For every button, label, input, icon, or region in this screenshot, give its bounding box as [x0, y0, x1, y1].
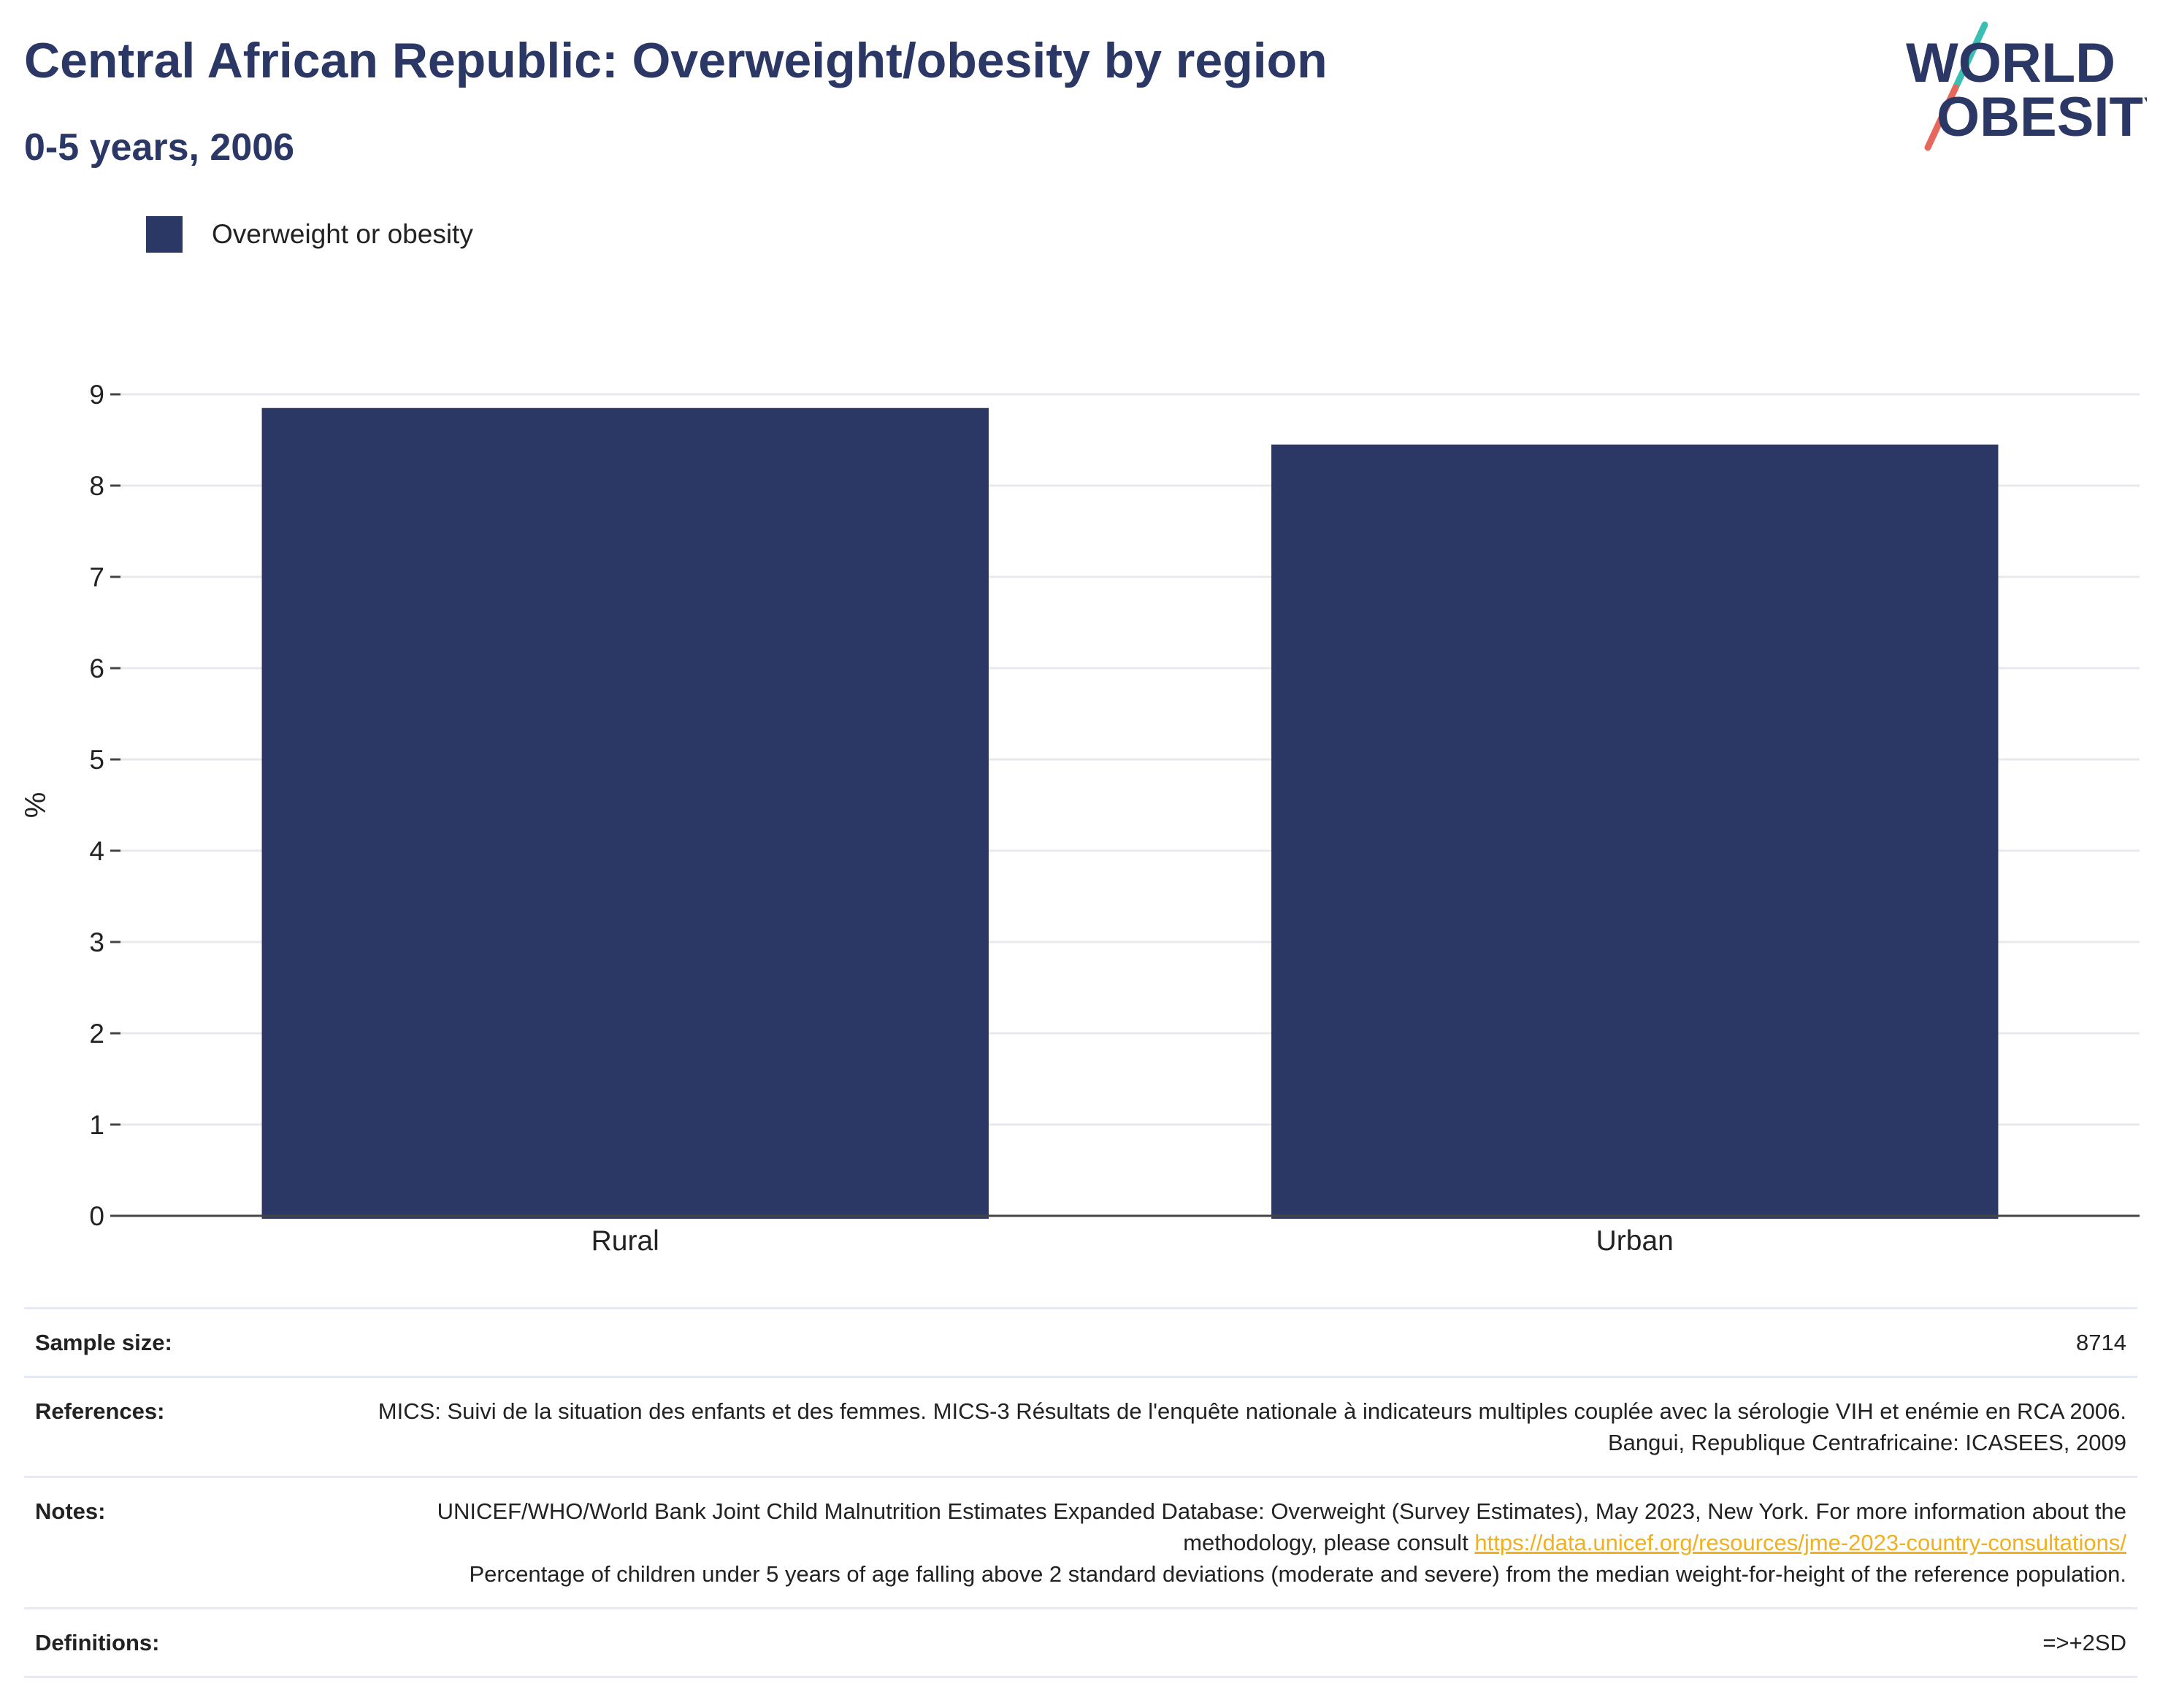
legend-label: Overweight or obesity: [212, 219, 473, 249]
sample-size-value: 8714: [2076, 1330, 2126, 1355]
notes-row: Notes: UNICEF/WHO/World Bank Joint Child…: [24, 1477, 2137, 1609]
references-value: MICS: Suivi de la situation des enfants …: [378, 1398, 2126, 1455]
notes-value: UNICEF/WHO/World Bank Joint Child Malnut…: [287, 1477, 2137, 1609]
x-tick-label: Urban: [1596, 1225, 1674, 1257]
references-label: References:: [35, 1398, 165, 1424]
y-tick-label: 4: [89, 836, 104, 866]
definitions-label: Definitions:: [35, 1630, 160, 1655]
legend-swatch: [146, 216, 183, 253]
y-tick-label: 8: [89, 471, 104, 501]
bar-chart: 0 1 2 3 4 5 6 7 8 9 Rural Urban%: [20, 380, 2140, 1257]
sample-size-label: Sample size:: [35, 1330, 172, 1355]
definitions-value: =>+2SD: [2042, 1630, 2126, 1655]
logo-word-2: OBESITY: [1937, 86, 2147, 148]
y-tick-label: 7: [89, 562, 104, 592]
y-tick-label: 6: [89, 654, 104, 683]
bar-rural: [261, 407, 989, 1219]
y-tick-label: 1: [89, 1110, 104, 1140]
bar-urban: [1271, 444, 1999, 1219]
y-tick-label: 5: [89, 745, 104, 775]
chart-legend: Overweight or obesity: [146, 216, 473, 253]
chart-title: Central African Republic: Overweight/obe…: [24, 33, 1328, 88]
y-tick-label: 9: [89, 380, 104, 410]
y-tick-label: 0: [89, 1201, 104, 1231]
notes-text-2: Percentage of children under 5 years of …: [469, 1561, 2126, 1587]
y-tick-label: 2: [89, 1019, 104, 1049]
chart-subtitle: 0-5 years, 2006: [24, 126, 295, 169]
y-tick-label: 3: [89, 927, 104, 957]
x-tick-label: Rural: [591, 1225, 659, 1257]
definitions-row: Definitions: =>+2SD: [24, 1608, 2137, 1677]
notes-text-1: UNICEF/WHO/World Bank Joint Child Malnut…: [437, 1498, 2126, 1555]
y-axis-title: %: [20, 792, 52, 819]
notes-label: Notes:: [35, 1498, 106, 1524]
sample-size-row: Sample size: 8714: [24, 1308, 2137, 1377]
references-row: References: MICS: Suivi de la situation …: [24, 1376, 2137, 1477]
notes-link[interactable]: https://data.unicef.org/resources/jme-20…: [1474, 1530, 2126, 1555]
logo-slash-top: [1952, 21, 1988, 91]
info-table: Sample size: 8714 References: MICS: Suiv…: [24, 1307, 2137, 1678]
logo-word-1: WORLD: [1906, 32, 2115, 94]
world-obesity-logo: WORLD OBESITY: [1906, 21, 2147, 151]
logo-slash-bottom: [1924, 84, 1959, 151]
